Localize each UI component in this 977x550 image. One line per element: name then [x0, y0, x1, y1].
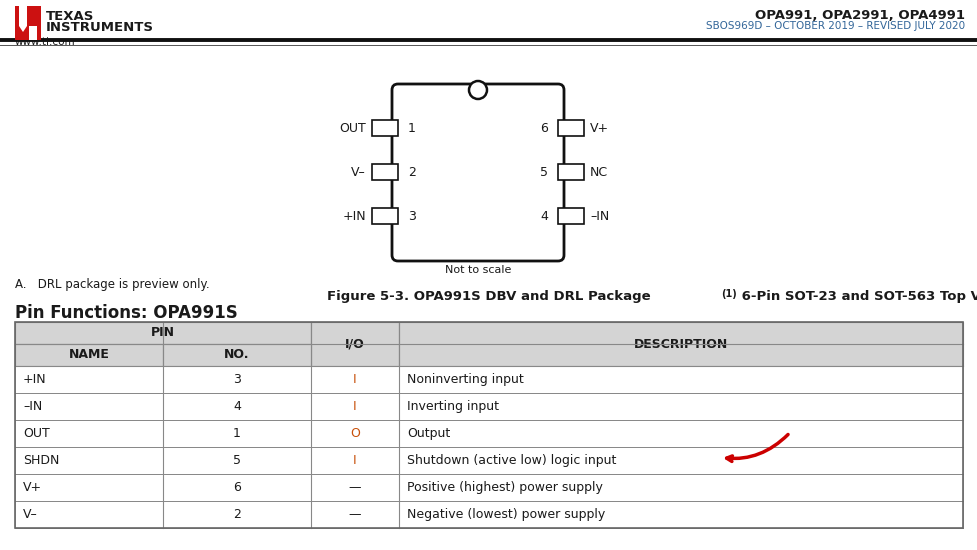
Text: A.   DRL package is preview only.: A. DRL package is preview only.	[15, 278, 209, 291]
FancyBboxPatch shape	[558, 208, 583, 224]
FancyBboxPatch shape	[311, 393, 399, 420]
Text: NO.: NO.	[224, 349, 249, 361]
FancyBboxPatch shape	[15, 322, 311, 344]
Text: Inverting input: Inverting input	[406, 400, 498, 413]
FancyBboxPatch shape	[399, 322, 962, 366]
Text: 6-Pin SOT-23 and SOT-563 Top View: 6-Pin SOT-23 and SOT-563 Top View	[737, 290, 977, 303]
FancyBboxPatch shape	[399, 447, 962, 474]
Text: O: O	[350, 427, 360, 440]
FancyBboxPatch shape	[15, 393, 163, 420]
Text: Noninverting input: Noninverting input	[406, 373, 524, 386]
FancyBboxPatch shape	[311, 474, 399, 501]
Text: –IN: –IN	[23, 400, 42, 413]
FancyBboxPatch shape	[311, 322, 399, 366]
Text: I: I	[353, 400, 357, 413]
Text: 2: 2	[407, 166, 415, 179]
FancyBboxPatch shape	[15, 447, 163, 474]
Text: 6: 6	[539, 122, 547, 135]
FancyBboxPatch shape	[399, 474, 962, 501]
Text: —: —	[349, 481, 361, 494]
Text: +IN: +IN	[23, 373, 47, 386]
FancyBboxPatch shape	[311, 420, 399, 447]
Text: 1: 1	[407, 122, 415, 135]
FancyBboxPatch shape	[371, 208, 398, 224]
FancyBboxPatch shape	[558, 120, 583, 136]
Text: Negative (lowest) power supply: Negative (lowest) power supply	[406, 508, 605, 521]
FancyBboxPatch shape	[15, 420, 163, 447]
FancyBboxPatch shape	[311, 366, 399, 393]
FancyBboxPatch shape	[311, 447, 399, 474]
Text: Not to scale: Not to scale	[445, 265, 511, 275]
Text: Pin Functions: OPA991S: Pin Functions: OPA991S	[15, 304, 237, 322]
FancyBboxPatch shape	[163, 366, 311, 393]
Text: V–: V–	[23, 508, 38, 521]
Text: I/O: I/O	[345, 338, 364, 350]
Circle shape	[469, 81, 487, 99]
FancyBboxPatch shape	[163, 474, 311, 501]
Text: V+: V+	[589, 122, 609, 135]
Text: PIN: PIN	[150, 327, 175, 339]
Text: 5: 5	[539, 166, 547, 179]
FancyBboxPatch shape	[558, 164, 583, 180]
FancyBboxPatch shape	[15, 344, 163, 366]
Text: OUT: OUT	[339, 122, 365, 135]
Text: 6: 6	[233, 481, 240, 494]
FancyBboxPatch shape	[15, 474, 163, 501]
FancyBboxPatch shape	[163, 501, 311, 528]
FancyBboxPatch shape	[371, 164, 398, 180]
Text: 5: 5	[233, 454, 240, 467]
Text: (1): (1)	[720, 289, 736, 299]
Text: 4: 4	[233, 400, 240, 413]
FancyBboxPatch shape	[15, 501, 163, 528]
Text: 1: 1	[233, 427, 240, 440]
Text: I: I	[353, 454, 357, 467]
Text: Shutdown (active low) logic input: Shutdown (active low) logic input	[406, 454, 616, 467]
FancyBboxPatch shape	[399, 501, 962, 528]
Text: DESCRIPTION: DESCRIPTION	[633, 338, 728, 350]
Text: 2: 2	[233, 508, 240, 521]
FancyBboxPatch shape	[163, 420, 311, 447]
Text: NAME: NAME	[68, 349, 109, 361]
Text: 3: 3	[407, 210, 415, 223]
Text: Figure 5-3. OPA991S DBV and DRL Package: Figure 5-3. OPA991S DBV and DRL Package	[327, 290, 650, 303]
Text: –IN: –IN	[589, 210, 609, 223]
Text: OPA991, OPA2991, OPA4991: OPA991, OPA2991, OPA4991	[754, 9, 964, 22]
Polygon shape	[19, 26, 27, 32]
Text: TEXAS: TEXAS	[46, 10, 94, 23]
Text: OUT: OUT	[23, 427, 50, 440]
FancyBboxPatch shape	[163, 344, 311, 366]
FancyBboxPatch shape	[163, 447, 311, 474]
FancyBboxPatch shape	[399, 420, 962, 447]
Text: SHDN: SHDN	[23, 454, 60, 467]
Text: Output: Output	[406, 427, 449, 440]
FancyBboxPatch shape	[29, 26, 37, 40]
Text: NC: NC	[589, 166, 608, 179]
Text: SBOS969D – OCTOBER 2019 – REVISED JULY 2020: SBOS969D – OCTOBER 2019 – REVISED JULY 2…	[705, 21, 964, 31]
FancyBboxPatch shape	[399, 366, 962, 393]
Text: V–: V–	[351, 166, 365, 179]
Text: I: I	[353, 373, 357, 386]
Text: 3: 3	[233, 373, 240, 386]
Text: 4: 4	[539, 210, 547, 223]
Text: INSTRUMENTS: INSTRUMENTS	[46, 21, 153, 34]
FancyBboxPatch shape	[19, 6, 27, 26]
FancyBboxPatch shape	[163, 393, 311, 420]
FancyBboxPatch shape	[15, 6, 41, 40]
FancyBboxPatch shape	[15, 366, 163, 393]
FancyBboxPatch shape	[392, 84, 564, 261]
Text: Positive (highest) power supply: Positive (highest) power supply	[406, 481, 602, 494]
FancyBboxPatch shape	[399, 393, 962, 420]
FancyBboxPatch shape	[371, 120, 398, 136]
Text: —: —	[349, 508, 361, 521]
FancyBboxPatch shape	[311, 501, 399, 528]
Text: +IN: +IN	[342, 210, 365, 223]
Text: V+: V+	[23, 481, 42, 494]
Text: www.ti.com: www.ti.com	[15, 37, 75, 47]
